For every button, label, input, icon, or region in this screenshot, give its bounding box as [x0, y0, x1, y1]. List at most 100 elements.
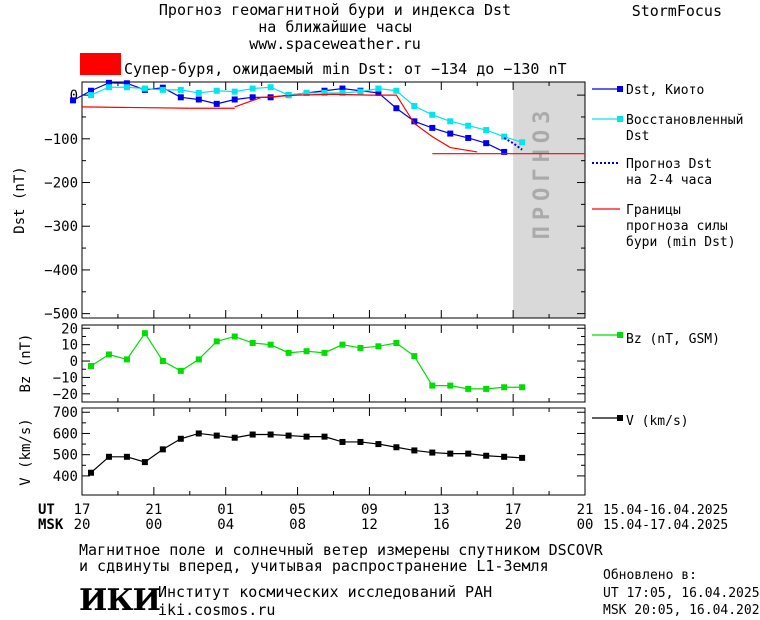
- storm-forecast-text: Супер-буря, ожидаемый min Dst: от −134 д…: [124, 60, 567, 78]
- dst-data-point: [123, 84, 130, 91]
- updated-label: Обновлено в:: [603, 568, 697, 583]
- legend-bz-swatch-marker: [617, 332, 623, 338]
- legend-v: V (km/s): [626, 414, 689, 429]
- dst-data-point: [339, 85, 346, 92]
- bz-ytick-label: 10: [61, 338, 78, 354]
- dst-data-point: [375, 89, 382, 96]
- v-data-point: [177, 435, 184, 442]
- dst-series-line: [503, 137, 523, 151]
- bz-data-point: [429, 382, 436, 389]
- dst-data-point: [447, 130, 454, 137]
- v-data-point: [519, 454, 526, 461]
- dst-data-point: [483, 127, 490, 134]
- dst-ytick-label: −400: [44, 263, 78, 279]
- dst-axis-title: Dst (nT): [12, 166, 28, 233]
- dst-panel-frame: [81, 81, 586, 319]
- dst-data-point: [267, 84, 274, 91]
- bz-data-point: [447, 382, 454, 389]
- v-axis-title: V (km/s): [18, 418, 34, 485]
- bz-data-point: [357, 344, 364, 351]
- dst-data-point: [411, 103, 418, 110]
- legend-bounds-3: бури (min Dst): [626, 235, 736, 250]
- v-data-point: [123, 453, 130, 460]
- msk-tick-label: 00: [577, 517, 594, 533]
- legend-bz: Bz (nT, GSM): [626, 332, 720, 347]
- dst-data-point: [393, 87, 400, 94]
- bz-data-point: [393, 340, 400, 347]
- ut-tick-label: 13: [433, 502, 450, 518]
- bz-data-point: [321, 349, 328, 356]
- ut-tick-label: 17: [74, 502, 91, 518]
- dst-data-point: [249, 85, 256, 92]
- legend-bounds-1: Границы: [626, 203, 681, 218]
- v-data-point: [447, 450, 454, 457]
- ut-tick-label: 09: [361, 502, 378, 518]
- bz-data-point: [195, 356, 202, 363]
- bz-data-point: [519, 384, 526, 391]
- dst-data-point: [105, 79, 112, 86]
- v-data-point: [231, 434, 238, 441]
- bz-data-point: [501, 384, 508, 391]
- bz-data-point: [87, 362, 94, 369]
- v-data-point: [339, 438, 346, 445]
- dst-data-point: [465, 122, 472, 129]
- ut-tick-label: 21: [145, 502, 162, 518]
- legend-reconstructed-1: Восстановленный: [626, 113, 743, 128]
- dst-data-point: [411, 118, 418, 125]
- dst-data-point: [177, 86, 184, 93]
- dst-data-point: [249, 94, 256, 101]
- dst-data-point: [141, 85, 148, 92]
- dst-ytick-label: −300: [44, 219, 78, 235]
- dst-data-point: [303, 89, 310, 96]
- bz-data-point: [177, 367, 184, 374]
- v-data-point: [429, 449, 436, 456]
- dst-data-point: [501, 148, 508, 155]
- v-data-point: [393, 444, 400, 451]
- storm-indicator-box: [80, 53, 121, 75]
- dst-data-point: [357, 88, 364, 95]
- v-ytick-label: 400: [53, 469, 78, 485]
- legend-reconstructed-2: Dst: [626, 129, 649, 144]
- dst-ytick-label: −100: [44, 132, 78, 148]
- v-ytick-label: 500: [53, 448, 78, 464]
- v-data-point: [321, 433, 328, 440]
- bz-data-point: [375, 343, 382, 350]
- updated-msk: MSK 20:05, 16.04.2025: [603, 603, 760, 618]
- dst-data-point: [375, 85, 382, 92]
- dst-data-point: [447, 118, 454, 125]
- msk-tick-label: 16: [433, 517, 450, 533]
- v-data-point: [87, 469, 94, 476]
- website-link[interactable]: www.spaceweather.ru: [249, 35, 421, 53]
- v-data-point: [213, 432, 220, 439]
- bz-data-point: [159, 358, 166, 365]
- v-data-point: [501, 453, 508, 460]
- dst-data-point: [321, 89, 328, 96]
- dst-data-point: [339, 89, 346, 96]
- v-ytick-label: 600: [53, 426, 78, 442]
- msk-tick-label: 20: [74, 517, 91, 533]
- bz-ytick-label: −10: [53, 370, 78, 386]
- msk-tick-label: 00: [145, 517, 162, 533]
- msk-tick-label: 12: [361, 517, 378, 533]
- bz-ytick-label: 0: [70, 354, 78, 370]
- legend-reconstructed-swatch-marker: [617, 116, 623, 122]
- dst-data-point: [159, 86, 166, 93]
- ut-tick-label: 05: [289, 502, 306, 518]
- dst-ytick-label: −500: [44, 307, 78, 323]
- dst-data-point: [231, 88, 238, 95]
- bz-data-point: [267, 341, 274, 348]
- ut-tick-label: 17: [505, 502, 522, 518]
- legend-forecast-1: Прогноз Dst: [626, 157, 712, 172]
- updated-ut: UT 17:05, 16.04.2025: [603, 586, 760, 601]
- dst-data-point: [105, 84, 112, 91]
- v-ytick-label: 700: [53, 405, 78, 421]
- bz-data-point: [339, 341, 346, 348]
- dst-data-point: [429, 111, 436, 118]
- dst-data-point: [465, 134, 472, 141]
- institute-link[interactable]: iki.cosmos.ru: [158, 601, 276, 619]
- legend-forecast-2: на 2-4 часа: [626, 173, 712, 188]
- dst-data-point: [123, 80, 130, 87]
- dst-data-point: [483, 140, 490, 147]
- bz-data-point: [231, 333, 238, 340]
